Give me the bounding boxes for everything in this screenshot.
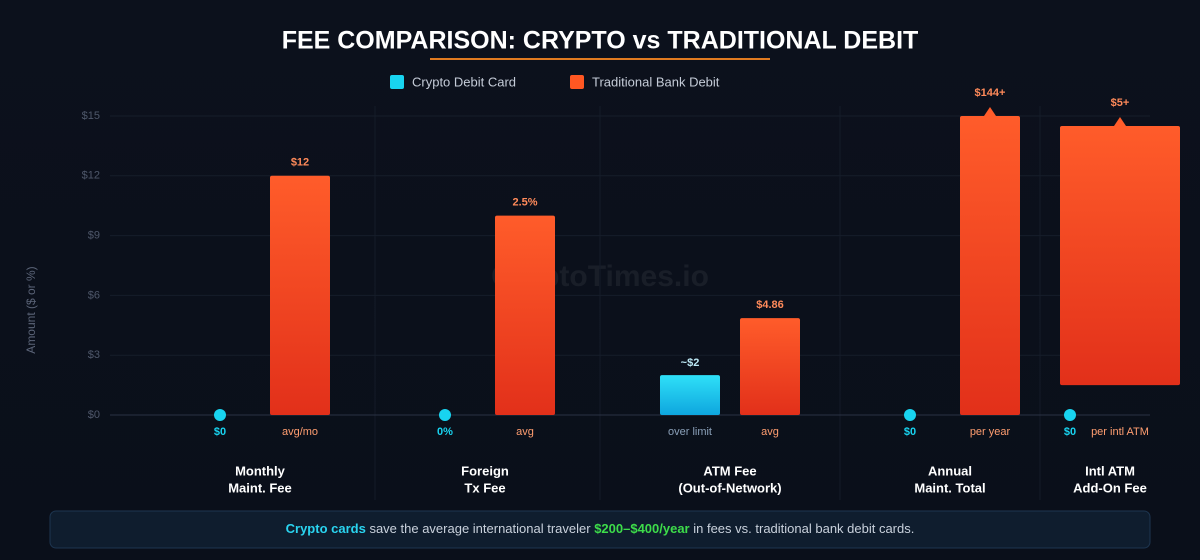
traditional-note: avg (761, 426, 779, 438)
legend-label: Traditional Bank Debit (592, 74, 720, 89)
traditional-value-label: $12 (291, 157, 309, 169)
overflow-arrow (1114, 116, 1126, 126)
traditional-value-label: $144+ (975, 87, 1006, 99)
footnote-part: Crypto cards (286, 521, 366, 536)
x-tick-label: Intl ATM (1085, 463, 1135, 478)
y-tick-label: $9 (88, 230, 100, 242)
traditional-value-label: $4.86 (756, 299, 784, 311)
traditional-bar (1060, 125, 1180, 386)
crypto-bar (660, 375, 720, 415)
x-tick-label: Monthly (235, 463, 286, 478)
y-tick-label: $12 (82, 170, 100, 182)
x-tick-label: Foreign (461, 463, 509, 478)
y-tick-label: $15 (82, 110, 100, 122)
footnote-part: save the average international traveler (366, 521, 594, 536)
y-tick-label: $0 (88, 409, 100, 421)
crypto-value-label: $0 (1064, 426, 1076, 438)
crypto-dot (1064, 409, 1076, 421)
crypto-value-label: ~$2 (681, 357, 700, 369)
x-tick-label: ATM Fee (703, 463, 756, 478)
overflow-arrow (984, 107, 996, 116)
crypto-dot (904, 409, 916, 421)
crypto-value-label: $0 (904, 426, 916, 438)
x-tick-label: Tx Fee (464, 480, 505, 495)
footnote-box (49, 510, 1151, 549)
traditional-bar (740, 318, 800, 415)
x-tick-label: Annual (928, 463, 972, 478)
y-tick-label: $3 (88, 349, 100, 361)
traditional-bar (960, 116, 1020, 415)
traditional-bar (270, 175, 330, 415)
crypto-dot (439, 409, 451, 421)
traditional-note: avg (516, 426, 534, 438)
x-tick-label: Maint. Total (914, 480, 985, 495)
traditional-value-label: 2.5% (512, 197, 537, 209)
footnote: Crypto cards save the average internatio… (286, 521, 915, 536)
legend-label: Crypto Debit Card (412, 74, 516, 89)
crypto-value-label: 0% (437, 426, 453, 438)
x-tick-label: (Out-of-Network) (678, 480, 781, 495)
footnote-part: $200–$400/year (594, 521, 689, 536)
footnote-part: in fees vs. traditional bank debit cards… (690, 521, 915, 536)
x-tick-label: Add-On Fee (1073, 480, 1147, 495)
legend-swatch (570, 75, 584, 89)
traditional-note: avg/mo (282, 426, 318, 438)
x-tick-label: Maint. Fee (228, 480, 292, 495)
y-axis-label: Amount ($ or %) (24, 266, 38, 353)
traditional-value-label: $5+ (1111, 97, 1130, 109)
traditional-note: per intl ATM (1091, 426, 1149, 438)
crypto-dot (214, 409, 226, 421)
crypto-note: over limit (668, 426, 712, 438)
traditional-note: per year (970, 426, 1011, 438)
crypto-value-label: $0 (214, 426, 226, 438)
y-tick-label: $6 (88, 289, 100, 301)
chart-title: FEE COMPARISON: CRYPTO vs TRADITIONAL DE… (282, 27, 919, 55)
legend-swatch (390, 75, 404, 89)
traditional-bar (495, 215, 555, 415)
